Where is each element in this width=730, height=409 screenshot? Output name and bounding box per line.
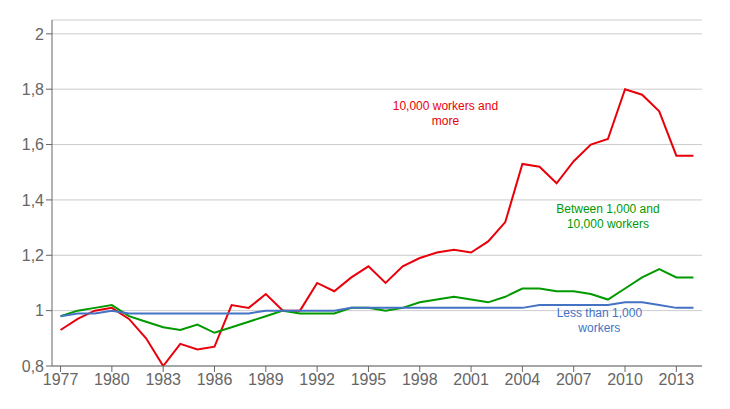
svg-text:2007: 2007 — [556, 371, 592, 388]
svg-text:1986: 1986 — [197, 371, 233, 388]
svg-text:1,2: 1,2 — [22, 247, 44, 264]
svg-text:1998: 1998 — [402, 371, 438, 388]
svg-text:2010: 2010 — [607, 371, 643, 388]
svg-text:1: 1 — [35, 302, 44, 319]
svg-text:2001: 2001 — [453, 371, 489, 388]
svg-text:1977: 1977 — [43, 371, 79, 388]
svg-text:1983: 1983 — [145, 371, 181, 388]
svg-text:1995: 1995 — [351, 371, 387, 388]
svg-text:1,8: 1,8 — [22, 81, 44, 98]
svg-text:10,000 workers andmore: 10,000 workers andmore — [393, 99, 498, 128]
svg-text:Between 1,000 and10,000 worker: Between 1,000 and10,000 workers — [556, 202, 659, 231]
svg-text:2: 2 — [35, 26, 44, 43]
svg-text:1989: 1989 — [248, 371, 284, 388]
svg-text:1992: 1992 — [299, 371, 335, 388]
svg-text:Less than 1,000workers: Less than 1,000workers — [557, 306, 643, 335]
svg-text:2004: 2004 — [505, 371, 541, 388]
svg-text:1,4: 1,4 — [22, 192, 44, 209]
svg-text:1,6: 1,6 — [22, 136, 44, 153]
svg-text:0,8: 0,8 — [22, 358, 44, 375]
svg-text:1980: 1980 — [94, 371, 130, 388]
svg-text:2013: 2013 — [659, 371, 695, 388]
